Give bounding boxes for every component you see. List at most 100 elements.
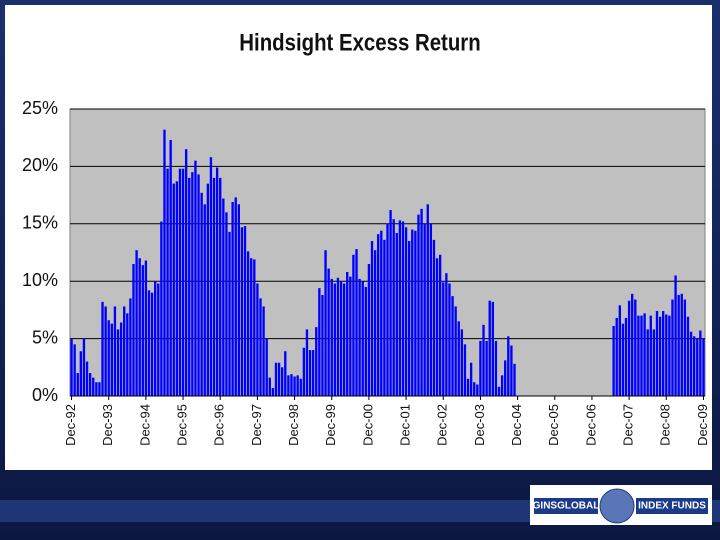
bar	[373, 250, 377, 396]
bar	[163, 129, 166, 396]
bar	[172, 183, 175, 396]
bar	[404, 227, 408, 396]
logo-right-box	[636, 498, 708, 514]
bar	[442, 282, 445, 396]
x-tick-label: Dec-05	[546, 404, 561, 446]
x-tick-label: Dec-93	[100, 404, 115, 446]
bar	[454, 306, 457, 396]
bar	[364, 286, 367, 396]
x-tick-label: Dec-94	[137, 404, 152, 446]
bar	[225, 212, 228, 396]
bar	[178, 168, 182, 396]
bar	[212, 177, 216, 396]
bar	[510, 345, 513, 396]
bar	[377, 234, 380, 396]
bar	[336, 277, 340, 396]
bar	[662, 311, 665, 396]
bar	[395, 232, 398, 396]
bar	[113, 306, 117, 396]
bar	[696, 338, 699, 396]
bar	[119, 322, 123, 396]
bar	[311, 350, 315, 396]
bar	[476, 384, 479, 396]
bar	[435, 258, 439, 396]
bar	[618, 305, 621, 396]
bar	[135, 250, 138, 396]
bar	[302, 347, 306, 396]
bar	[426, 204, 429, 396]
bar	[253, 259, 256, 396]
bar	[631, 293, 634, 396]
bar	[417, 214, 420, 396]
bar	[243, 226, 247, 396]
bar	[92, 377, 95, 396]
bar	[445, 273, 448, 396]
bar	[352, 254, 355, 396]
bar	[665, 314, 668, 396]
bar	[683, 299, 687, 396]
bar	[674, 275, 677, 396]
bar	[144, 260, 148, 396]
bar	[333, 283, 337, 396]
bar	[438, 254, 442, 396]
bar	[448, 283, 451, 396]
bar	[658, 316, 662, 396]
x-tick-label: Dec-03	[472, 404, 487, 446]
bar	[191, 172, 194, 396]
bar	[246, 251, 250, 396]
bar	[380, 230, 383, 396]
bar	[702, 338, 705, 396]
bar	[494, 340, 498, 396]
bar	[76, 373, 79, 396]
bar	[349, 276, 352, 396]
y-tick-label: 20%	[22, 155, 58, 175]
bar	[324, 250, 327, 396]
bar	[116, 329, 120, 396]
y-tick-label: 10%	[22, 270, 58, 290]
bar	[451, 296, 454, 396]
bar	[497, 386, 501, 396]
bar	[250, 258, 253, 396]
x-tick-label: Dec-99	[323, 404, 338, 446]
bar	[680, 293, 683, 396]
bar	[262, 306, 265, 396]
bar	[200, 192, 203, 396]
bar	[290, 374, 293, 396]
bar	[500, 375, 504, 396]
bar	[652, 329, 656, 396]
bar	[107, 320, 110, 396]
bar	[268, 377, 271, 396]
bar	[147, 290, 151, 396]
bar	[277, 362, 281, 396]
bar	[166, 168, 169, 396]
bar	[274, 362, 278, 396]
bar	[73, 344, 76, 396]
bar	[398, 220, 402, 396]
bar	[469, 362, 473, 396]
x-tick-label: Dec-98	[286, 404, 301, 446]
bar	[457, 321, 460, 396]
bar	[188, 177, 191, 396]
bar	[231, 201, 234, 396]
bar	[482, 324, 485, 396]
bar	[361, 281, 364, 396]
bar	[643, 313, 646, 396]
bar	[640, 315, 643, 396]
logo-right: INDEX FUNDS	[638, 501, 706, 512]
bar	[184, 149, 188, 396]
bar	[293, 376, 296, 396]
bar	[367, 263, 371, 396]
bar	[206, 183, 210, 396]
bar	[132, 263, 135, 396]
bar	[466, 378, 470, 396]
bar	[699, 330, 702, 396]
x-tick-label: Dec-95	[174, 404, 189, 446]
y-tick-label: 5%	[32, 327, 58, 347]
bar	[197, 174, 200, 396]
bar	[637, 315, 640, 396]
bar	[504, 360, 507, 396]
bar	[88, 373, 92, 396]
bar	[432, 239, 436, 396]
bar	[429, 223, 433, 396]
